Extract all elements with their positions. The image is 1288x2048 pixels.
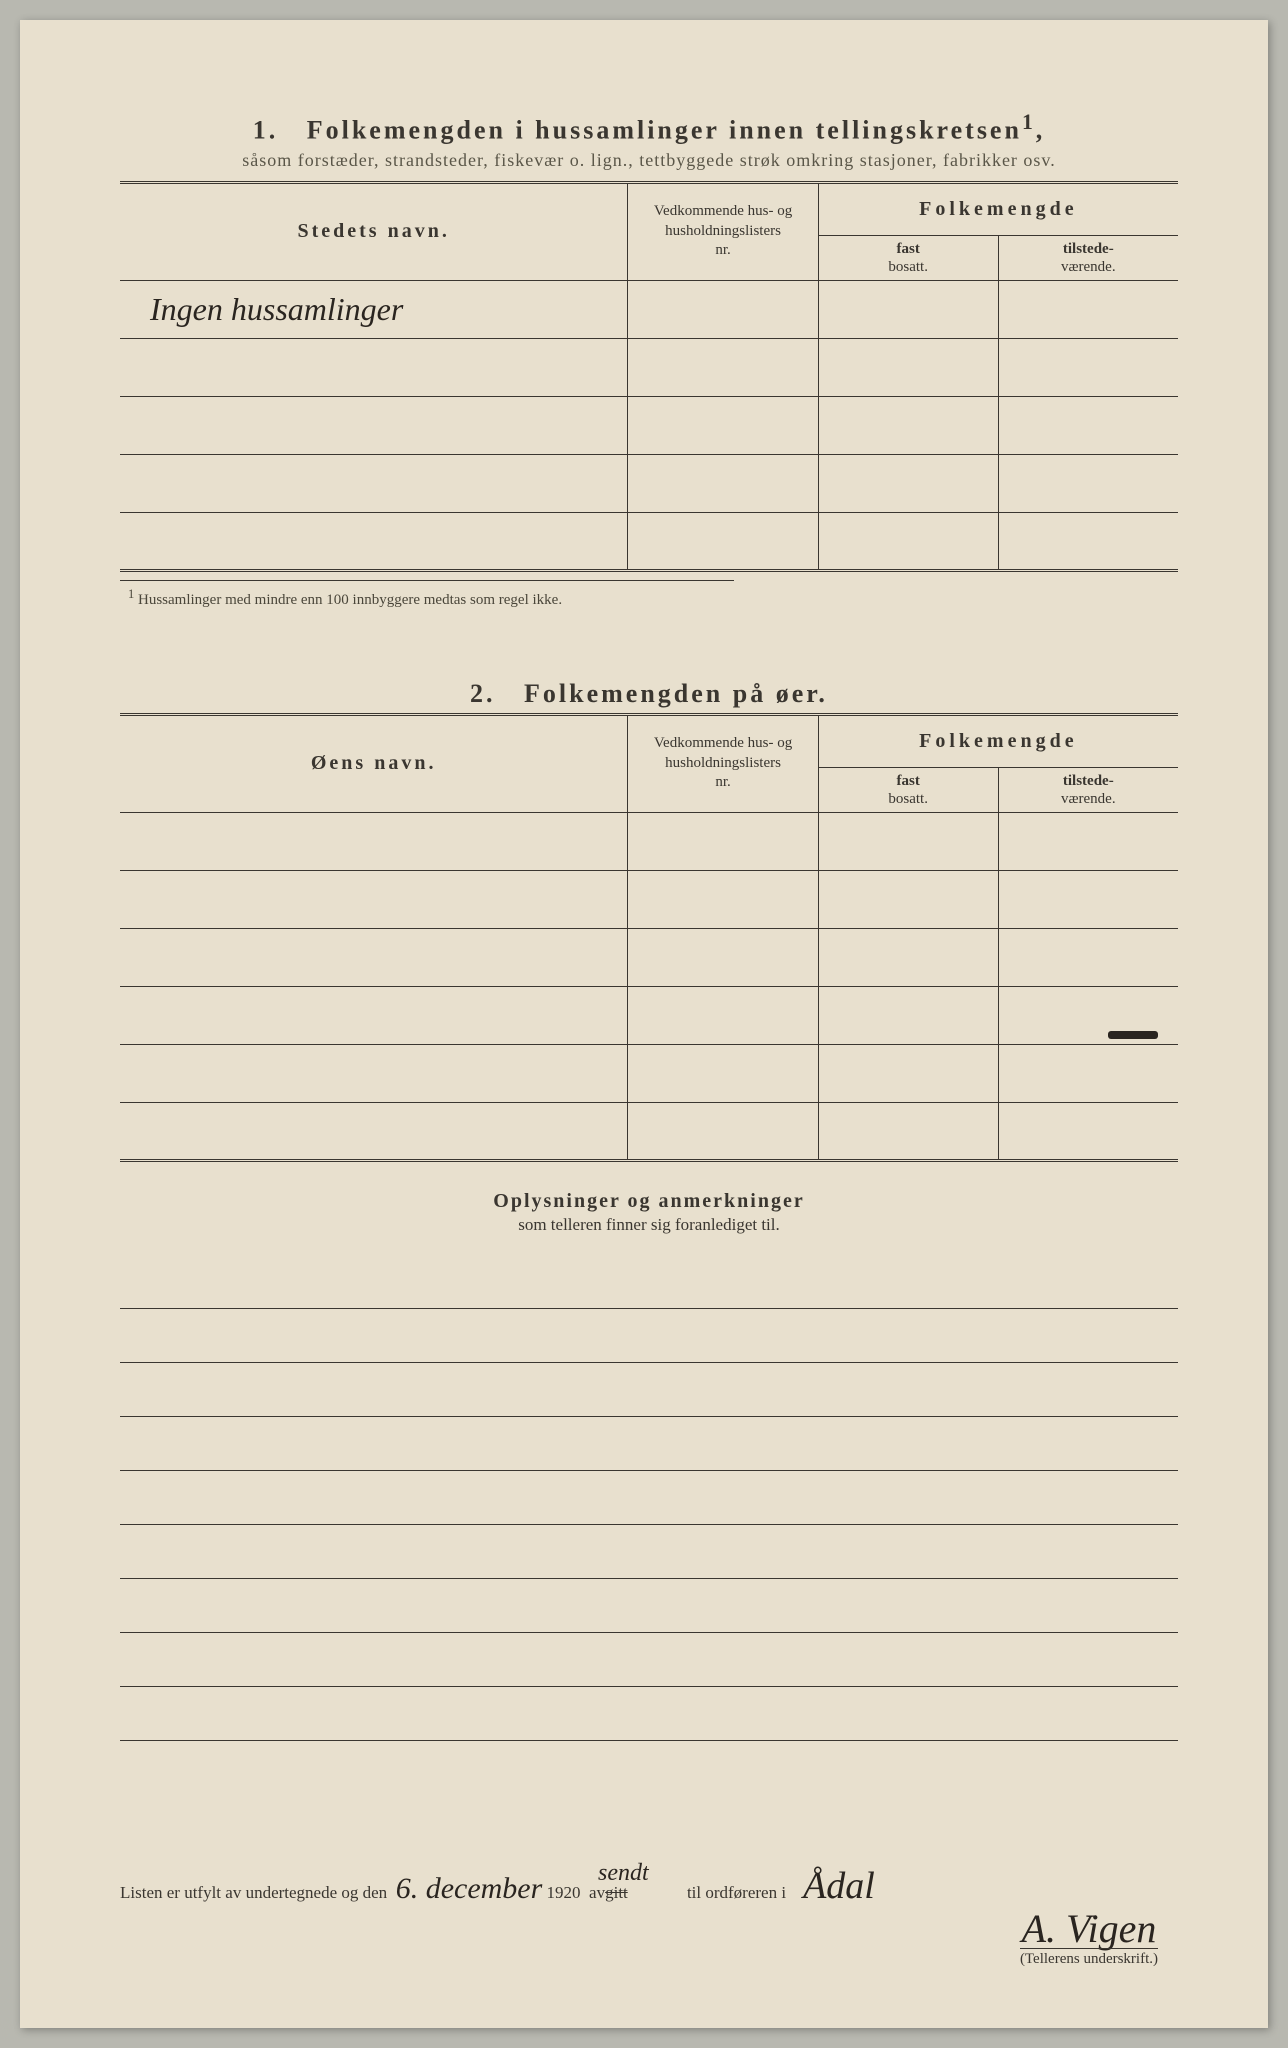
section1-number: 1. — [253, 116, 279, 145]
remark-line — [120, 1579, 1178, 1633]
s1-col-til-l1: tilstede- — [1063, 241, 1114, 257]
s2-col-mid: Vedkommende hus- og husholdningslisters … — [628, 714, 818, 812]
s1-col-fast: fast bosatt. — [818, 235, 998, 280]
remark-line — [120, 1687, 1178, 1741]
remark-line — [120, 1417, 1178, 1471]
section2-number: 2. — [470, 679, 496, 708]
s2-row-1 — [120, 812, 1178, 870]
section1-subtitle: såsom forstæder, strandsteder, fiskevær … — [120, 150, 1178, 171]
remark-line — [120, 1309, 1178, 1363]
s1-col-fast-l1: fast — [897, 241, 920, 257]
footer-year: 1920 — [547, 1883, 581, 1902]
s2-col-fast: fast bosatt. — [818, 767, 998, 812]
s1-row1-name: Ingen hussamlinger — [120, 280, 628, 338]
s2-col-name: Øens navn. — [120, 714, 628, 812]
remark-line — [120, 1525, 1178, 1579]
footer-pre: Listen er utfylt av undertegnede og den — [120, 1883, 387, 1902]
s2-col-fast-l2: bosatt. — [888, 791, 928, 807]
s2-col-mid-l3: nr. — [715, 774, 730, 790]
signature-area: A. Vigen (Tellerens underskrift.) — [1020, 1905, 1158, 1968]
s2-col-til: tilstede- værende. — [998, 767, 1178, 812]
remark-line — [120, 1633, 1178, 1687]
s1-row-2 — [120, 338, 1178, 396]
section1-table: Stedets navn. Vedkommende hus- og hushol… — [120, 181, 1178, 572]
section1-footnote: 1 Hussamlinger med mindre enn 100 innbyg… — [120, 580, 734, 609]
s1-col-mid-l1: Vedkommende hus- og — [654, 203, 792, 219]
s2-row-5 — [120, 1044, 1178, 1102]
s1-row-1: Ingen hussamlinger — [120, 280, 1178, 338]
s1-row-3 — [120, 396, 1178, 454]
s1-footnote-sup: 1 — [128, 587, 134, 601]
ink-smudge — [1108, 1031, 1158, 1039]
s1-col-folk: Folkemengde — [818, 182, 1178, 235]
signature-label: (Tellerens underskrift.) — [1020, 1948, 1158, 1968]
s1-col-mid-l2: husholdningslisters — [665, 223, 781, 239]
spacer-1 — [120, 609, 1178, 679]
footer-mid: til ordføreren i — [687, 1883, 786, 1902]
footer-sendt-hw: sendt — [598, 1860, 649, 1887]
s2-row-6 — [120, 1102, 1178, 1160]
s1-row1-mid — [628, 280, 818, 338]
s2-col-til-l1: tilstede- — [1063, 773, 1114, 789]
signature-hw: A. Vigen — [1022, 1905, 1157, 1952]
section1-title-sup: 1 — [1022, 110, 1036, 134]
s2-row-4 — [120, 986, 1178, 1044]
s1-row-5 — [120, 512, 1178, 570]
s2-col-mid-l1: Vedkommende hus- og — [654, 735, 792, 751]
s2-row-3 — [120, 928, 1178, 986]
s1-col-til-l2: værende. — [1061, 259, 1116, 275]
s2-col-mid-l2: husholdningslisters — [665, 755, 781, 771]
s1-row-4 — [120, 454, 1178, 512]
footer-statement: Listen er utfylt av undertegnede og den … — [120, 1864, 1178, 1908]
s1-row1-b — [998, 280, 1178, 338]
s2-col-folk: Folkemengde — [818, 714, 1178, 767]
s1-col-name: Stedets navn. — [120, 182, 628, 280]
section3-subtitle: som telleren finner sig foranlediget til… — [120, 1215, 1178, 1235]
census-form-page: 1. Folkemengden i hussamlinger innen tel… — [20, 20, 1268, 2028]
remarks-lines — [120, 1255, 1178, 1741]
section2-title: 2. Folkemengden på øer. — [120, 679, 1178, 709]
section2-table: Øens navn. Vedkommende hus- og husholdni… — [120, 713, 1178, 1162]
s1-col-mid: Vedkommende hus- og husholdningslisters … — [628, 182, 818, 280]
footer-place-hw: Ådal — [803, 1864, 875, 1908]
s2-row-2 — [120, 870, 1178, 928]
footer-date-hw: 6. december — [396, 1872, 543, 1906]
remark-line — [120, 1255, 1178, 1309]
s1-col-fast-l2: bosatt. — [888, 259, 928, 275]
remark-line — [120, 1471, 1178, 1525]
remark-line — [120, 1363, 1178, 1417]
section2-title-text: Folkemengden på øer. — [524, 679, 828, 708]
section1-title: 1. Folkemengden i hussamlinger innen tel… — [120, 110, 1178, 146]
s2-col-til-l2: værende. — [1061, 791, 1116, 807]
s1-row1-a — [818, 280, 998, 338]
s1-col-til: tilstede- værende. — [998, 235, 1178, 280]
s2-col-fast-l1: fast — [897, 773, 920, 789]
s1-footnote-text: Hussamlinger med mindre enn 100 innbygge… — [138, 592, 562, 608]
section3-title: Oplysninger og anmerkninger — [120, 1190, 1178, 1213]
section1-title-text: Folkemengden i hussamlinger innen tellin… — [307, 116, 1022, 145]
s1-col-mid-l3: nr. — [715, 242, 730, 258]
